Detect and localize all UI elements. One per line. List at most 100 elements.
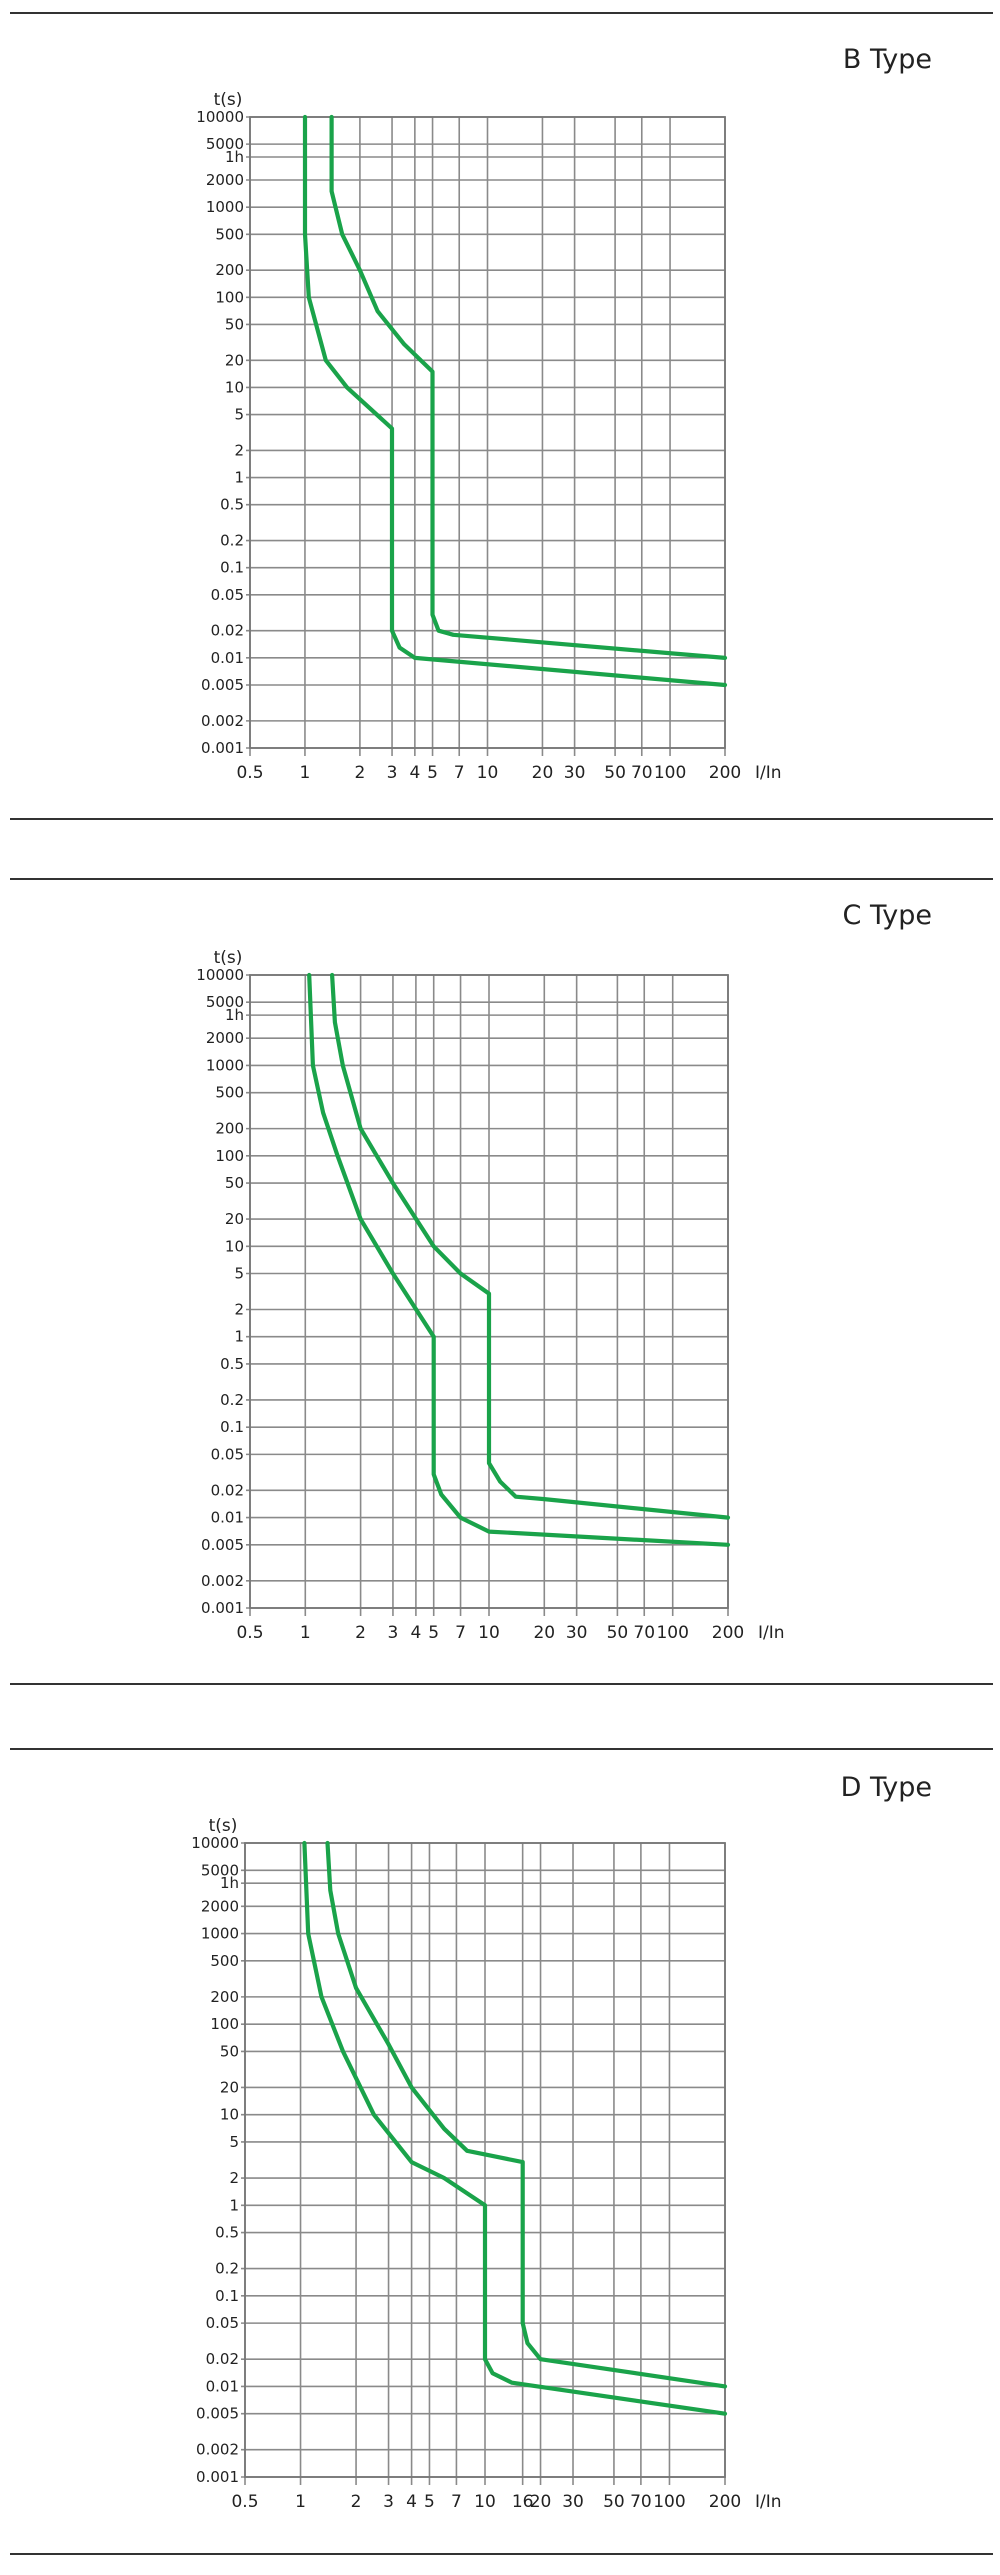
y-tick-label: 50 bbox=[225, 1174, 244, 1192]
y-tick-label: 0.005 bbox=[196, 2405, 239, 2423]
y-tick-label: 0.2 bbox=[220, 532, 244, 550]
y-tick-label: 20 bbox=[220, 2078, 239, 2096]
y-tick-label: 5 bbox=[234, 406, 244, 424]
x-tick-label: 50 bbox=[603, 2492, 625, 2512]
y-tick-label: 10000 bbox=[191, 1834, 239, 1852]
y-tick-label: 5000 bbox=[206, 993, 244, 1011]
x-tick-label: 100 bbox=[653, 2492, 685, 2512]
x-tick-label: 20 bbox=[533, 1623, 555, 1643]
y-tick-label: 1000 bbox=[206, 198, 244, 216]
trip-curve-upper bbox=[329, 114, 728, 660]
y-tick-label: 0.1 bbox=[220, 1418, 244, 1436]
y-tick-label: 10 bbox=[225, 378, 244, 396]
x-tick-label: 30 bbox=[562, 2492, 584, 2512]
x-tick-label: 7 bbox=[454, 763, 465, 783]
x-tick-label: 5 bbox=[424, 2492, 435, 2512]
c-type-panel: C Type 0.5 1 2 3 4 5 7 10 20 30 50 70 100 200 10000 500… bbox=[196, 900, 932, 1643]
y-tick-label: 0.001 bbox=[201, 739, 244, 757]
y-tick-label: 0.02 bbox=[206, 2350, 239, 2368]
x-tick-label: 100 bbox=[654, 763, 686, 783]
x-tick-label: 0.5 bbox=[236, 1623, 263, 1643]
x-tick-label: 0.5 bbox=[231, 2492, 258, 2512]
y-tick-label: 1 bbox=[229, 2196, 239, 2214]
y-tick-label: 0.02 bbox=[211, 1481, 244, 1499]
y-tick-label: 1h bbox=[220, 1874, 239, 1892]
y-tick-label: 1 bbox=[234, 469, 244, 487]
x-tick-label: 2 bbox=[354, 763, 365, 783]
y-tick-label: 5000 bbox=[201, 1861, 239, 1879]
y-tick-label: 0.2 bbox=[215, 2260, 239, 2278]
y-tick-label: 1000 bbox=[201, 1925, 239, 1943]
y-tick-label: 1h bbox=[225, 148, 244, 166]
x-tick-label: 200 bbox=[709, 2492, 741, 2512]
x-tick-label: 5 bbox=[427, 763, 438, 783]
y-tick-label: 0.5 bbox=[220, 496, 244, 514]
x-tick-label: 100 bbox=[656, 1623, 688, 1643]
x-tick-label: 4 bbox=[410, 1623, 421, 1643]
y-tick-label: 5 bbox=[234, 1265, 244, 1283]
y-tick-label: 2 bbox=[234, 1300, 244, 1318]
x-tick-label: 5 bbox=[428, 1623, 439, 1643]
separator-line bbox=[10, 1683, 993, 1685]
x-tick-label: 7 bbox=[451, 2492, 462, 2512]
y-tick-label: 5 bbox=[229, 2133, 239, 2151]
y-tick-label: 10 bbox=[225, 1237, 244, 1255]
y-tick-label: 5000 bbox=[206, 135, 244, 153]
y-tick-label: 500 bbox=[210, 1952, 239, 1970]
y-tick-label: 0.002 bbox=[201, 712, 244, 730]
chart-title: B Type bbox=[842, 44, 932, 75]
x-tick-label: 16 bbox=[512, 2492, 534, 2512]
trip-curve-lower bbox=[307, 972, 731, 1547]
y-axis-label: t(s) bbox=[214, 90, 243, 110]
x-axis-label: I/In bbox=[755, 763, 782, 783]
y-tick-label: 0.002 bbox=[201, 1572, 244, 1590]
y-tick-label: 0.05 bbox=[211, 1445, 244, 1463]
x-tick-label: 30 bbox=[566, 1623, 588, 1643]
separator-line bbox=[10, 2553, 993, 2555]
y-tick-label: 500 bbox=[215, 1084, 244, 1102]
x-tick-label: 70 bbox=[630, 2492, 652, 2512]
x-axis-label: I/In bbox=[758, 1623, 785, 1643]
y-tick-label: 0.01 bbox=[211, 1509, 244, 1527]
y-axis-label: t(s) bbox=[214, 948, 243, 968]
x-tick-label: 7 bbox=[455, 1623, 466, 1643]
y-tick-label: 1000 bbox=[206, 1056, 244, 1074]
b-type-chart: 0.5 1 2 3 4 5 7 10 20 30 50 70 100 2001000050001h2000… bbox=[196, 90, 782, 783]
x-tick-label: 30 bbox=[564, 763, 586, 783]
x-tick-label: 10 bbox=[478, 1623, 500, 1643]
x-tick-label: 2 bbox=[351, 2492, 362, 2512]
c-type-chart: 0.5 1 2 3 4 5 7 10 20 30 50 70 100 2001000050001h2000… bbox=[196, 948, 785, 1643]
x-tick-label: 70 bbox=[633, 1623, 655, 1643]
y-tick-label: 100 bbox=[215, 1147, 244, 1165]
trip-curve-upper bbox=[330, 972, 731, 1520]
x-tick-label: 2 bbox=[355, 1623, 366, 1643]
chart-title: C Type bbox=[842, 900, 932, 931]
separator-line bbox=[10, 878, 993, 880]
y-tick-label: 100 bbox=[215, 288, 244, 306]
y-tick-label: 0.01 bbox=[211, 649, 244, 667]
y-tick-label: 20 bbox=[225, 351, 244, 369]
separator-line bbox=[10, 12, 993, 14]
y-tick-label: 2 bbox=[229, 2169, 239, 2187]
y-tick-label: 500 bbox=[215, 225, 244, 243]
chart-title: D Type bbox=[840, 1772, 932, 1803]
x-tick-label: 200 bbox=[709, 763, 741, 783]
x-tick-label: 50 bbox=[607, 1623, 629, 1643]
trip-curve-lower bbox=[302, 1840, 728, 2416]
y-tick-label: 0.001 bbox=[201, 1599, 244, 1617]
y-axis-label: t(s) bbox=[209, 1816, 238, 1836]
y-tick-label: 2 bbox=[234, 441, 244, 459]
x-tick-label: 1 bbox=[295, 2492, 306, 2512]
plot-frame bbox=[244, 1842, 726, 2478]
y-tick-label: 0.005 bbox=[201, 1536, 244, 1554]
x-tick-label: 0.5 bbox=[236, 763, 263, 783]
y-tick-label: 10000 bbox=[196, 966, 244, 984]
x-tick-label: 1 bbox=[300, 1623, 311, 1643]
y-tick-label: 0.5 bbox=[215, 2224, 239, 2242]
y-tick-label: 0.002 bbox=[196, 2441, 239, 2459]
y-tick-label: 50 bbox=[220, 2042, 239, 2060]
y-tick-label: 0.1 bbox=[215, 2287, 239, 2305]
y-tick-label: 1h bbox=[225, 1006, 244, 1024]
x-tick-label: 20 bbox=[532, 763, 554, 783]
